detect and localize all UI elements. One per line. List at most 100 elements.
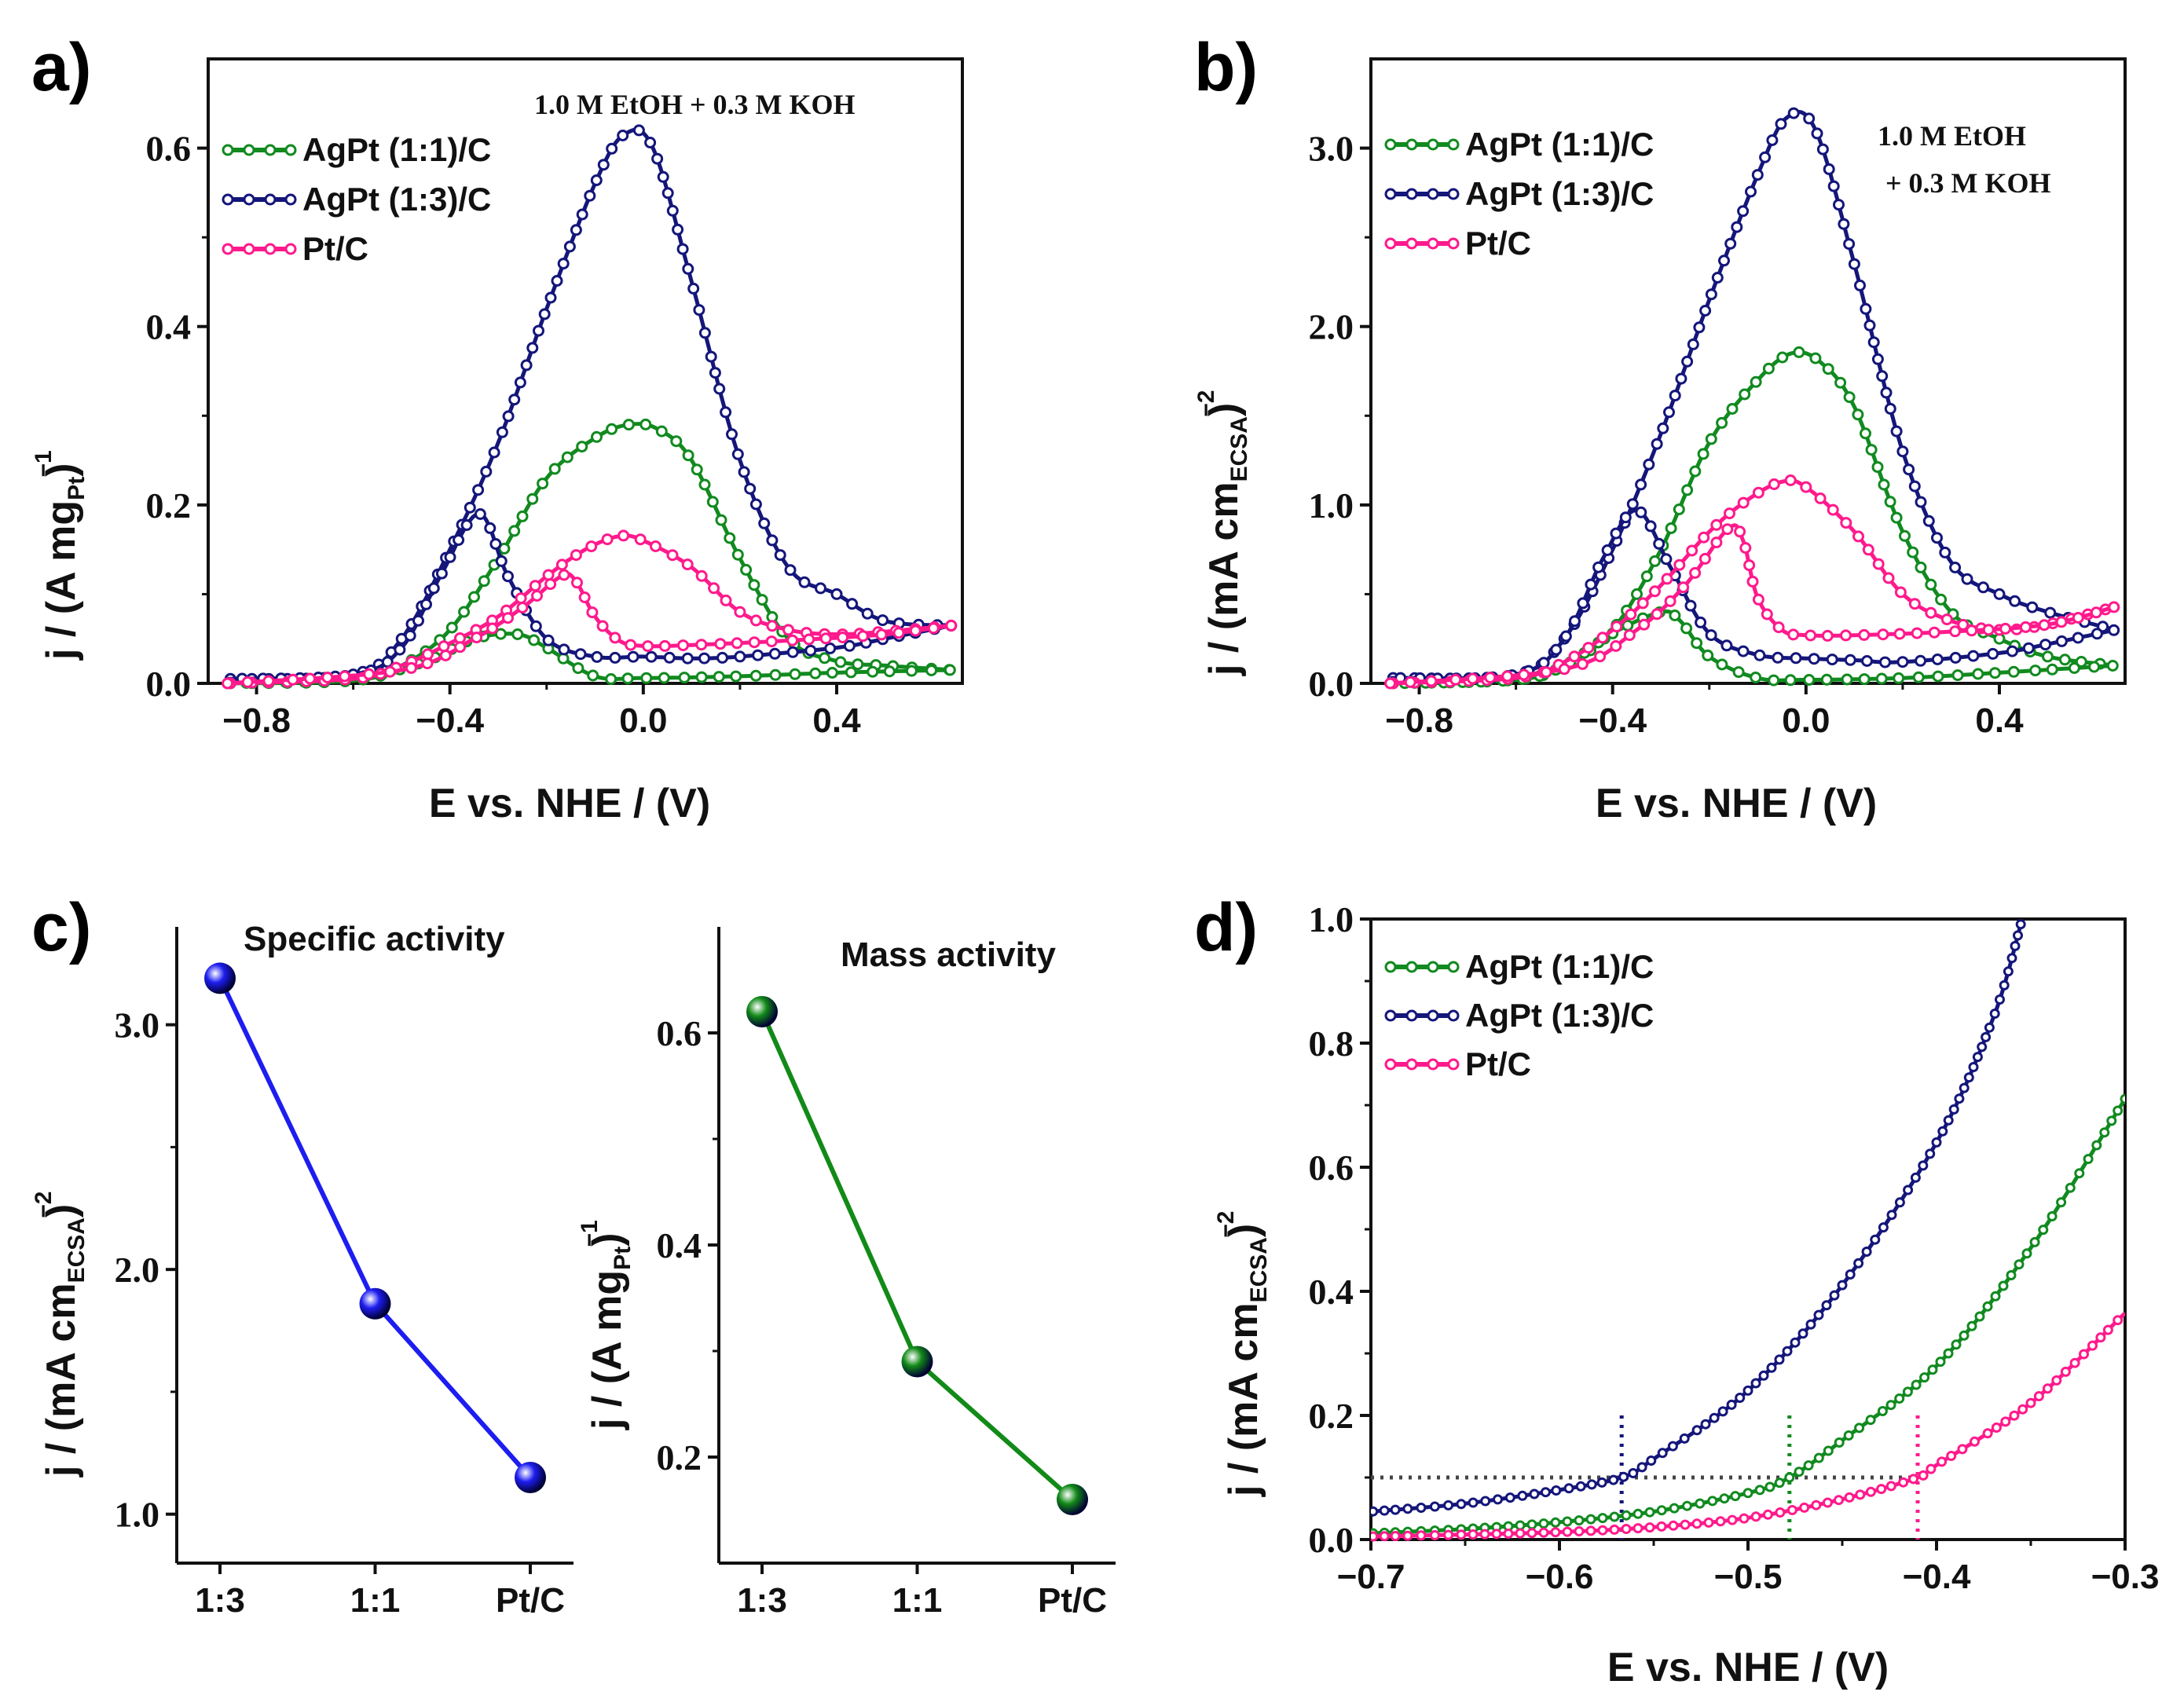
- series-agpt-1-1-c-forward-marker: [731, 548, 744, 561]
- series-agpt-1-1-c-forward-marker: [1871, 461, 1884, 474]
- series-agpt-1-3-c-forward-marker: [1681, 355, 1694, 368]
- series-agpt-1-1-c-forward-marker: [516, 510, 529, 522]
- series-agpt-1-3-c-forward-marker: [570, 224, 582, 236]
- series-pt-c-forward-marker: [695, 569, 708, 582]
- series-agpt-1-1-c-marker: [1562, 1516, 1573, 1527]
- panel-b-ylabel: j / (mA cmECSA)−2: [1193, 390, 1252, 676]
- series-agpt-1-3-c-forward-marker: [1949, 562, 1962, 573]
- series-agpt-1-3-c-forward-marker: [496, 426, 508, 438]
- series-agpt-1-1-c-forward-marker: [606, 423, 618, 435]
- series-agpt-1-3-c-forward-marker: [1787, 107, 1800, 119]
- series-agpt-1-3-c-forward-marker: [1643, 458, 1655, 471]
- y-tick-label: 0.6: [657, 1013, 702, 1053]
- series-agpt-1-3-c-marker: [1813, 1309, 1824, 1320]
- series-pt-c-forward-marker: [1649, 585, 1661, 598]
- series-pt-c-backward-marker: [1610, 640, 1622, 652]
- data-point: [204, 962, 236, 994]
- series-pt-c-backward-marker: [502, 612, 514, 624]
- series-pt-c-forward-marker: [681, 558, 694, 571]
- series-agpt-1-1-c-backward-marker: [1716, 658, 1728, 671]
- panel-b-annotation-line2: + 0.3 M KOH: [1885, 167, 2051, 199]
- series-pt-c-forward-marker: [1686, 544, 1698, 557]
- series-agpt-1-3-c-forward-marker: [1838, 218, 1850, 230]
- legend-marker: [1384, 1009, 1397, 1022]
- series-agpt-1-3-c-forward-marker: [1848, 258, 1860, 270]
- series-pt-c-marker: [1739, 1513, 1750, 1524]
- series-agpt-1-3-c-marker: [1735, 1393, 1746, 1403]
- series-pt-c-backward-marker: [1384, 677, 1397, 690]
- legend-label: AgPt (1:1)/C: [1465, 126, 1654, 163]
- series-agpt-1-3-c-marker: [1657, 1448, 1668, 1459]
- series-agpt-1-3-c-marker: [1529, 1488, 1540, 1499]
- series-agpt-1-3-c-backward-marker: [427, 582, 440, 595]
- series-agpt-1-3-c-forward-marker: [798, 576, 811, 588]
- series-agpt-1-3-c-marker: [1984, 1022, 1995, 1033]
- series-agpt-1-1-c-marker: [1834, 1437, 1845, 1448]
- series-agpt-1-3-c-forward-marker: [520, 359, 533, 372]
- series-agpt-1-3-c-forward-marker: [1731, 221, 1743, 233]
- legend-marker: [222, 193, 234, 206]
- series-agpt-1-1-c-forward-marker: [1689, 465, 1702, 478]
- series-pt-c-marker: [1390, 1531, 1401, 1541]
- series-agpt-1-1-c-backward-marker: [1841, 673, 1853, 686]
- x-tick-label: 0.0: [1782, 701, 1830, 740]
- panel-a-xlabel: E vs. NHE / (V): [429, 781, 710, 826]
- series-agpt-1-3-c-forward-marker: [1699, 305, 1712, 317]
- series-agpt-1-3-c-forward-marker: [1922, 514, 1935, 527]
- series-agpt-1-3-c-forward-marker: [705, 350, 717, 363]
- series-agpt-1-1-c-marker: [1784, 1472, 1795, 1483]
- series-agpt-1-3-c-forward-marker: [584, 189, 596, 202]
- series-agpt-1-1-c-forward-marker: [706, 496, 719, 508]
- series-agpt-1-3-c-forward-marker: [1880, 386, 1893, 399]
- x-tick-label: −0.6: [1526, 1558, 1594, 1596]
- series-agpt-1-1-c-backward-marker: [1784, 674, 1797, 687]
- series-agpt-1-3-c-forward-marker: [861, 607, 874, 620]
- series-pt-c-backward-marker: [1710, 536, 1723, 549]
- series-pt-c-marker: [1715, 1516, 1726, 1527]
- series-agpt-1-3-c-marker: [1443, 1499, 1454, 1510]
- series-pt-c-backward-marker: [1677, 581, 1690, 594]
- y-tick-label: 1.0: [1309, 485, 1354, 525]
- series-agpt-1-3-c-marker: [1575, 1481, 1586, 1492]
- series-agpt-1-3-c-marker: [1517, 1490, 1528, 1501]
- series-agpt-1-3-c-forward-marker: [508, 394, 521, 406]
- series-agpt-1-3-c-marker: [1821, 1300, 1832, 1311]
- series-agpt-1-1-c-marker: [1990, 1291, 2001, 1302]
- series-agpt-1-3-c-backward-marker: [1879, 656, 1891, 668]
- series-agpt-1-3-c-forward-marker: [830, 588, 843, 600]
- series-pt-c-marker: [2079, 1349, 2089, 1360]
- series-pt-c-marker: [1750, 1511, 1761, 1522]
- series-pt-c-backward-marker: [892, 627, 905, 639]
- series-agpt-1-3-c-backward-marker: [2006, 645, 2018, 657]
- series-agpt-1-3-c-marker: [1954, 1093, 1965, 1104]
- series-agpt-1-1-c-forward-marker: [756, 594, 768, 606]
- series-pt-c-backward-marker: [1664, 595, 1676, 607]
- series-agpt-1-3-c-forward-marker: [713, 383, 726, 395]
- series-agpt-1-1-c-forward-marker: [1762, 362, 1775, 375]
- series-agpt-1-1-c-forward-marker: [1649, 555, 1661, 567]
- panel-c-specific-ylabel: j / (mA cmECSA)−2: [31, 1192, 90, 1477]
- series-agpt-1-3-c-backward-marker: [2072, 632, 2084, 644]
- series-pt-c-marker: [2087, 1340, 2098, 1351]
- series-agpt-1-3-c-forward-marker: [877, 614, 889, 627]
- series-agpt-1-1-c-backward-marker: [2068, 662, 2080, 674]
- series-agpt-1-3-c-backward-marker: [1559, 630, 1572, 643]
- series-agpt-1-3-c-forward-marker: [815, 582, 826, 595]
- legend-label: AgPt (1:3)/C: [1465, 175, 1654, 212]
- series-agpt-1-1-c-marker: [1574, 1515, 1585, 1526]
- series-pt-c-backward-marker: [321, 672, 334, 683]
- series-pt-c-backward-marker: [819, 632, 832, 645]
- series-agpt-1-3-c-backward-marker: [495, 555, 508, 567]
- series-agpt-1-3-c-forward-marker: [687, 282, 700, 295]
- y-tick-label: 1.0: [115, 1495, 160, 1535]
- series-agpt-1-3-c-marker: [1931, 1137, 1942, 1148]
- series-pt-c-backward-marker: [516, 602, 529, 613]
- series-pt-c-marker: [1574, 1526, 1585, 1536]
- series-pt-c-marker: [1946, 1451, 1957, 1461]
- panel-c-specific-ylabel-main: j / (mA cm: [38, 1283, 84, 1477]
- series-agpt-1-3-c-forward-marker: [846, 598, 859, 610]
- series-agpt-1-1-c-forward-marker: [576, 441, 588, 453]
- series-pt-c-marker: [1479, 1529, 1490, 1540]
- series-pt-c-backward-marker: [1911, 627, 1923, 639]
- series-pt-c-marker: [1379, 1531, 1390, 1542]
